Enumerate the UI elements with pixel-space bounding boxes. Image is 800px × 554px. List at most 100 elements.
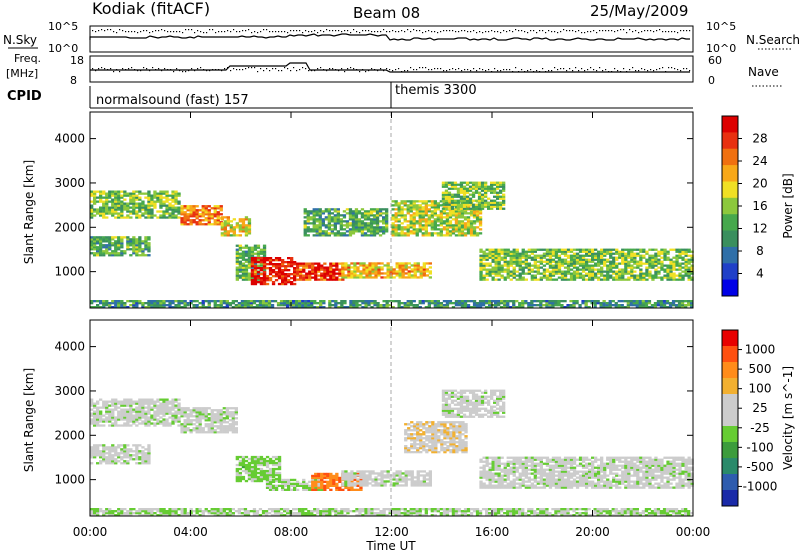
nave-dot <box>440 68 442 70</box>
echo-cell <box>560 262 565 265</box>
echo-cell <box>201 409 205 412</box>
echo-cell <box>349 302 353 305</box>
nsearch-label: N.Search <box>746 33 800 47</box>
echo-cell <box>210 417 214 420</box>
echo-cell <box>96 414 100 417</box>
echo-cell <box>111 192 115 195</box>
echo-cell <box>129 450 133 453</box>
echo-cell <box>365 264 369 267</box>
echo-cell <box>445 216 450 219</box>
echo-cell <box>499 195 503 198</box>
echo-cell <box>296 272 300 275</box>
echo-cell <box>371 268 375 271</box>
echo-cell <box>150 304 154 307</box>
echo-cell <box>690 278 694 281</box>
velocity-echoes <box>90 389 694 517</box>
echo-cell <box>611 304 615 307</box>
echo-cell <box>238 274 242 277</box>
echo-cell <box>459 205 464 208</box>
echo-cell <box>235 250 239 253</box>
echo-cell <box>572 254 577 257</box>
echo-cell <box>123 250 127 253</box>
echo-cell <box>369 232 374 235</box>
echo-cell <box>315 218 319 221</box>
nave-dot <box>680 70 682 72</box>
echo-cell <box>380 268 384 271</box>
echo-cell <box>213 209 217 212</box>
echo-cell <box>226 218 230 221</box>
nave-dot <box>548 70 550 72</box>
echo-cell <box>422 274 426 277</box>
echo-cell <box>385 208 389 211</box>
echo-cell <box>494 258 498 261</box>
echo-cell <box>244 264 249 267</box>
echo-cell <box>358 304 362 307</box>
echo-cell <box>474 183 479 186</box>
echo-cell <box>494 256 498 259</box>
echo-cell <box>444 191 449 194</box>
echo-cell <box>189 411 193 414</box>
nsearch-dot <box>107 29 109 31</box>
echo-cell <box>515 250 519 253</box>
echo-cell <box>539 306 543 309</box>
echo-cell <box>96 424 100 427</box>
echo-cell <box>539 278 543 281</box>
echo-cell <box>506 270 510 273</box>
echo-cell <box>491 270 495 273</box>
echo-cell <box>144 452 148 455</box>
echo-cell <box>633 262 637 265</box>
nave-dot <box>668 67 670 69</box>
echo-cell <box>306 222 310 225</box>
echo-cell <box>618 272 622 275</box>
echo-cell <box>351 214 356 217</box>
echo-cell <box>114 450 118 453</box>
echo-cell <box>524 300 528 303</box>
echo-cell <box>687 260 691 263</box>
echo-cell <box>247 230 252 233</box>
echo-cell <box>459 181 464 184</box>
echo-cell <box>585 272 589 275</box>
echo-cell <box>557 270 562 273</box>
echo-cell <box>180 409 184 412</box>
echo-cell <box>156 194 160 197</box>
echo-cell <box>368 268 372 271</box>
echo-cell <box>123 252 127 255</box>
echo-cell <box>262 261 267 264</box>
echo-cell <box>259 257 264 260</box>
echo-cell <box>487 189 491 192</box>
echo-cell <box>198 219 202 222</box>
echo-cell <box>533 264 537 267</box>
nave-dot <box>119 71 121 73</box>
nave-dot <box>509 69 511 71</box>
echo-cell <box>554 260 559 263</box>
echo-cell <box>448 220 453 223</box>
echo-cell <box>141 462 145 465</box>
echo-cell <box>253 465 258 469</box>
echo-cell <box>569 274 574 277</box>
nsearch-dot <box>470 31 472 33</box>
echo-cell <box>96 238 100 241</box>
echo-cell <box>403 302 407 305</box>
echo-cell <box>307 302 311 305</box>
echo-cell <box>372 228 377 231</box>
nave-dot <box>137 70 139 72</box>
echo-cell <box>494 306 498 309</box>
echo-cell <box>117 246 121 249</box>
echo-cell <box>117 248 121 251</box>
echo-cell <box>444 183 449 186</box>
echo-cell <box>312 210 316 213</box>
echo-cell <box>99 244 103 247</box>
echo-cell <box>509 250 513 253</box>
echo-cell <box>253 457 258 461</box>
echo-cell <box>352 302 356 305</box>
echo-cell <box>216 304 220 307</box>
echo-cell <box>348 232 353 235</box>
nsearch-dot <box>410 31 412 33</box>
echo-cell <box>96 420 100 423</box>
echo-cell <box>548 256 553 259</box>
echo-cell <box>247 278 252 281</box>
echo-cell <box>475 220 480 223</box>
echo-cell <box>126 444 130 447</box>
echo-cell <box>566 254 571 257</box>
echo-cell <box>147 210 151 213</box>
